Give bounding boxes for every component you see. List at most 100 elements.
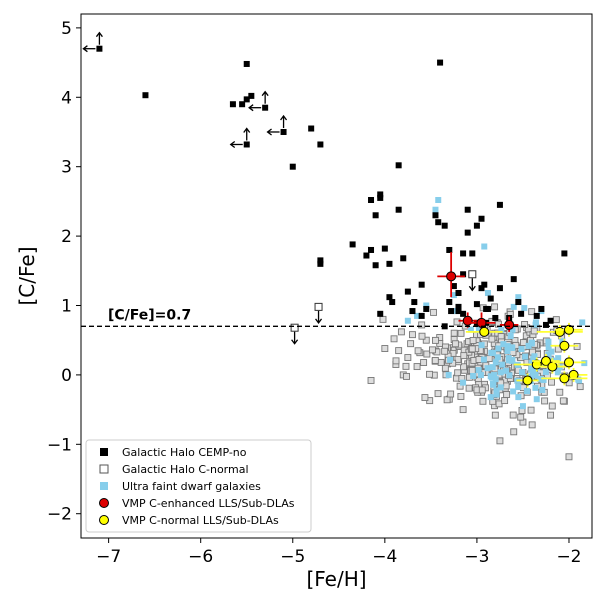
y-tick-label: −1 (47, 435, 72, 455)
c-normal-limit-arrow-down-head (315, 318, 323, 324)
ufd-series (404, 197, 588, 410)
c-normal-dla-series (465, 322, 588, 388)
ufd-point (477, 372, 484, 379)
cemp-no-point (460, 271, 467, 278)
ufd-point (480, 356, 487, 363)
c-normal-dla-point (522, 375, 533, 386)
c-normal-point (459, 406, 467, 414)
c-normal-point (527, 406, 535, 414)
c-normal-limit-point (468, 270, 477, 279)
legend-label: Galactic Halo CEMP-no (122, 446, 247, 459)
y-axis-label: [C/Fe] (15, 246, 39, 305)
legend-marker (99, 464, 109, 474)
ufd-point (475, 367, 482, 374)
legend: Galactic Halo CEMP-no Galactic Halo C-nor… (85, 439, 312, 533)
c-normal-limit-point (290, 323, 299, 332)
cemp-no-point (496, 285, 503, 292)
cemp-no-point (481, 281, 488, 288)
c-normal-point (418, 332, 426, 340)
cemp-no-point (469, 250, 476, 257)
cemp-no-point (464, 229, 471, 236)
c-normal-dla-point (540, 356, 551, 367)
c-normal-dla-point (547, 361, 558, 372)
c-normal-point (503, 391, 511, 398)
cemp-no-point (289, 163, 296, 170)
cemp-no-point (473, 222, 480, 229)
cemp-no-point (483, 305, 490, 312)
c-normal-point (496, 437, 504, 445)
ufd-point (579, 319, 586, 326)
cemp-no-point (395, 206, 402, 213)
ufd-point (435, 197, 442, 204)
c-normal-point (423, 350, 431, 358)
cemp-no-point (448, 308, 455, 315)
c-normal-point (559, 397, 567, 405)
c-normal-point (510, 428, 518, 436)
cemp-no-point (487, 295, 494, 302)
cemp-no-point (308, 125, 315, 132)
c-normal-point (457, 393, 465, 400)
cemp-no-point (518, 310, 525, 317)
ufd-point (504, 347, 511, 354)
c-normal-point (447, 390, 455, 398)
c-normal-point (426, 370, 433, 378)
cemp-no-point (262, 104, 269, 111)
y-tick-label: 2 (61, 227, 72, 247)
ufd-point (509, 326, 516, 333)
x-tick-label: −3 (464, 547, 489, 567)
cemp-no-point (446, 299, 453, 306)
cemp-no-point (496, 201, 503, 208)
ufd-point (481, 243, 488, 250)
c-normal-limit-arrow-down-head (468, 285, 476, 292)
ufd-point (515, 294, 522, 301)
c-normal-series (367, 303, 584, 461)
c-normal-point (468, 345, 476, 353)
ufd-point (489, 380, 496, 387)
c-normal-point (519, 339, 527, 347)
cemp-no-point (455, 290, 462, 297)
ufd-point (525, 342, 532, 349)
c-normal-limits (290, 270, 477, 345)
cemp-no-point (460, 310, 467, 317)
c-normal-point (565, 453, 573, 461)
legend-label: Ultra faint dwarf galaxies (122, 480, 261, 493)
c-normal-point (547, 411, 555, 419)
x-tick-label: −5 (280, 547, 305, 567)
ufd-point (510, 388, 517, 395)
cemp-no-point (142, 92, 149, 99)
y-tick-label: 3 (61, 158, 72, 178)
ufd-point (576, 377, 583, 384)
y-tick-label: 5 (61, 19, 72, 39)
cemp-no-point (243, 141, 250, 148)
cemp-no-point (381, 245, 388, 252)
cemp-limit-arrow-up-head (95, 31, 103, 38)
c-normal-point (485, 355, 493, 363)
ufd-point (450, 292, 457, 299)
c-normal-point (395, 347, 403, 355)
ufd-point (519, 369, 526, 376)
legend-label: VMP C-normal LLS/Sub-DLAs (122, 514, 279, 527)
c-normal-point (469, 337, 477, 344)
c-normal-point (421, 394, 429, 402)
c-enhanced-dla-series (437, 252, 519, 332)
ufd-point (494, 354, 501, 361)
plot-frame (80, 13, 593, 539)
c-normal-dla-point (559, 340, 570, 351)
c-normal-point (548, 378, 555, 386)
c-normal-point (509, 411, 517, 419)
legend-box (85, 439, 312, 533)
c-normal-point (453, 318, 461, 326)
ufd-point (493, 387, 500, 394)
y-tick-label: −2 (47, 505, 72, 525)
ufd-point (423, 302, 430, 309)
ufd-point (515, 394, 522, 401)
ufd-point (478, 342, 485, 349)
cemp-no-point (377, 310, 384, 317)
cemp-no-point (96, 45, 103, 52)
c-normal-dla-point (554, 326, 565, 337)
c-normal-point (488, 335, 496, 343)
c-normal-point (430, 308, 437, 316)
c-normal-point (478, 386, 486, 394)
ufd-point (545, 344, 552, 351)
cemp-no-point (229, 101, 236, 108)
